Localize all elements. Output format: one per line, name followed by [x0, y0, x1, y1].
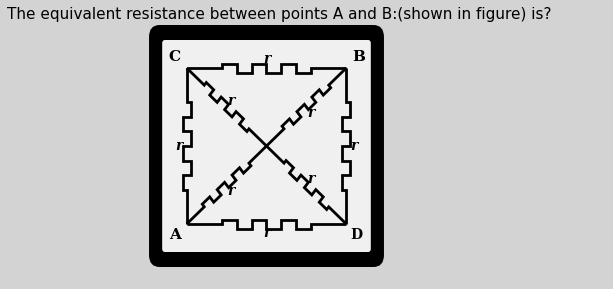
FancyBboxPatch shape — [149, 25, 384, 267]
Text: D: D — [351, 228, 363, 242]
Text: A: A — [169, 228, 181, 242]
Text: r: r — [307, 172, 314, 186]
Text: r: r — [175, 139, 183, 153]
Text: r: r — [263, 52, 270, 66]
Text: r: r — [227, 94, 235, 108]
Text: r: r — [307, 106, 314, 120]
FancyBboxPatch shape — [162, 40, 371, 252]
Text: r: r — [351, 139, 358, 153]
Text: r: r — [263, 226, 270, 240]
Text: C: C — [169, 50, 181, 64]
Text: The equivalent resistance between points A and B:(shown in figure) is?: The equivalent resistance between points… — [7, 7, 552, 22]
Text: B: B — [352, 50, 365, 64]
Text: r: r — [227, 184, 235, 198]
